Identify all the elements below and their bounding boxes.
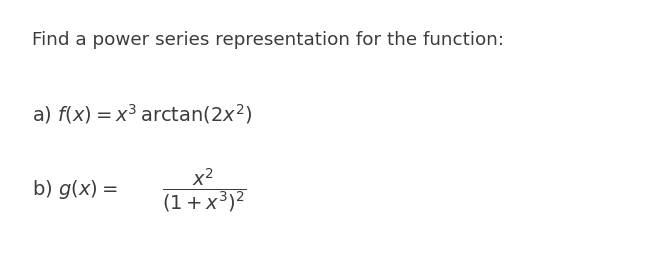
Text: a) $f(x) = x^3\,\mathrm{arctan}(2x^2)$: a) $f(x) = x^3\,\mathrm{arctan}(2x^2)$: [32, 102, 253, 125]
Text: b) $g(x) = $: b) $g(x) = $: [32, 178, 118, 201]
Text: $\dfrac{x^2}{(1+x^3)^2}$: $\dfrac{x^2}{(1+x^3)^2}$: [162, 166, 247, 213]
Text: Find a power series representation for the function:: Find a power series representation for t…: [32, 30, 504, 49]
